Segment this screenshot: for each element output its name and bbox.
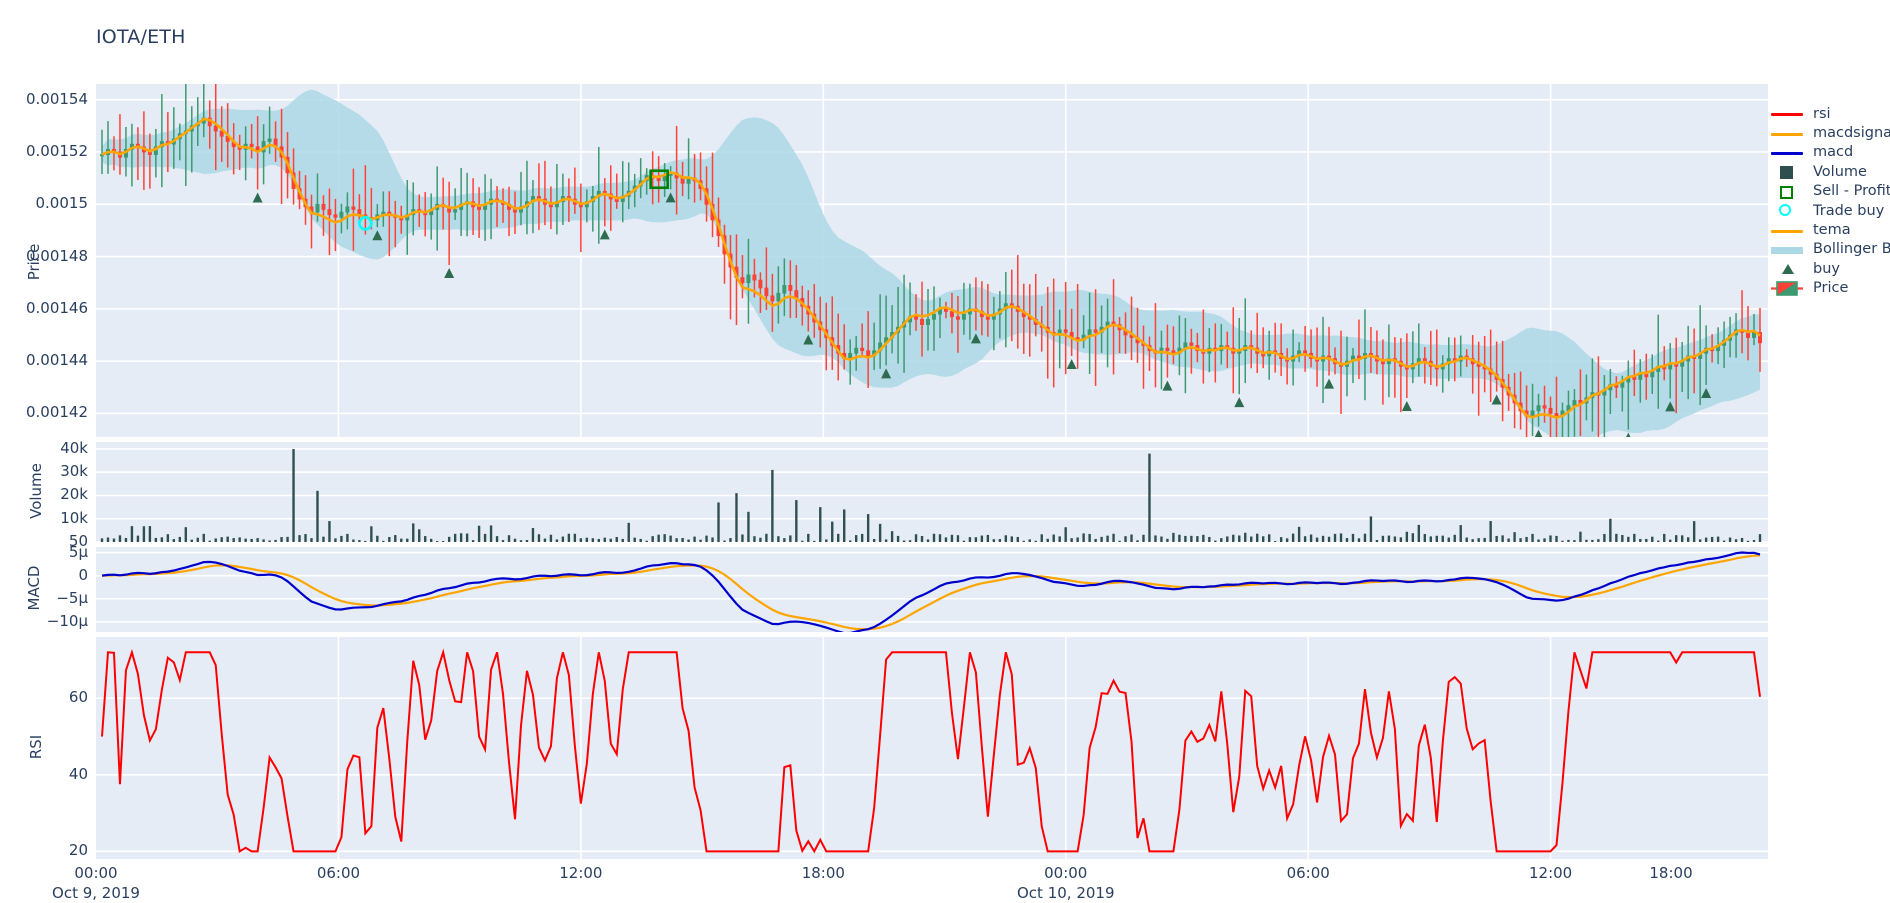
- y-tick-volume: 50: [68, 531, 88, 550]
- x-tick-label: 06:00: [316, 864, 361, 882]
- legend-candle-icon: [1768, 279, 1806, 298]
- y-tick-price: 0.00154: [25, 89, 88, 108]
- rsi-panel: [96, 637, 1768, 859]
- legend-label: Bollinger Band: [1813, 241, 1890, 258]
- legend-line-icon: [1768, 143, 1806, 162]
- y-tick-volume: 40k: [60, 438, 88, 457]
- x-tick-label: 12:00: [1529, 864, 1573, 882]
- legend-item-bollinger-band[interactable]: Bollinger Band: [1768, 240, 1890, 259]
- legend-label: rsi: [1813, 105, 1831, 122]
- legend-item-macd[interactable]: macd: [1768, 143, 1890, 162]
- legend-hollow-square-icon: [1768, 182, 1806, 201]
- y-tick-volume: 10k: [60, 508, 88, 527]
- y-tick-rsi: 20: [68, 841, 88, 860]
- y-tick-volume: 20k: [60, 485, 88, 504]
- x-tick-label: 06:00: [1286, 864, 1330, 882]
- x-tick-label: 18:00: [1649, 864, 1693, 882]
- x-tick-label: 18:00: [801, 864, 845, 882]
- y-tick-volume: 30k: [60, 462, 88, 481]
- legend-item-price[interactable]: Price: [1768, 279, 1890, 298]
- x-axis-date: Oct 10, 2019: [1017, 884, 1115, 902]
- y-tick-macd: −5µ: [56, 588, 88, 607]
- y-tick-price: 0.00146: [25, 298, 88, 317]
- legend-line-icon: [1768, 104, 1806, 123]
- legend-label: Volume: [1813, 163, 1867, 180]
- legend-item-tema[interactable]: tema: [1768, 220, 1890, 239]
- legend-item-macdsignal[interactable]: macdsignal: [1768, 123, 1890, 142]
- y-tick-price: 0.00144: [25, 351, 88, 370]
- legend-label: macd: [1813, 144, 1854, 161]
- legend-line-icon: [1768, 221, 1806, 240]
- legend-circle-icon: [1768, 201, 1806, 220]
- legend-item-trade-buy[interactable]: Trade buy: [1768, 201, 1890, 220]
- legend-item-volume[interactable]: Volume: [1768, 162, 1890, 181]
- y-tick-macd: 0: [78, 565, 88, 584]
- legend-band-icon: [1768, 240, 1806, 259]
- x-tick-label: 12:00: [559, 864, 603, 882]
- y-tick-macd: 5µ: [68, 542, 88, 561]
- x-tick-label: 00:00: [74, 864, 118, 882]
- legend-item-buy[interactable]: buy: [1768, 259, 1890, 278]
- page-title: IOTA/ETH: [96, 26, 186, 48]
- y-tick-macd: −10µ: [46, 611, 88, 630]
- legend-label: buy: [1813, 260, 1840, 277]
- volume-plot: [96, 448, 1768, 542]
- y-tick-rsi: 60: [68, 688, 88, 707]
- legend-label: Sell - Profit: [1813, 183, 1890, 200]
- legend-square-icon: [1768, 162, 1806, 181]
- legend-line-icon: [1768, 124, 1806, 143]
- legend-label: tema: [1813, 222, 1851, 239]
- rsi-plot: [96, 637, 1768, 859]
- y-tick-price: 0.00152: [25, 141, 88, 160]
- legend-label: Price: [1813, 280, 1849, 297]
- legend-label: macdsignal: [1813, 125, 1890, 142]
- legend-item-sell-profit[interactable]: Sell - Profit: [1768, 182, 1890, 201]
- y-tick-rsi: 40: [68, 764, 88, 783]
- x-axis-date: Oct 9, 2019: [52, 884, 140, 902]
- y-tick-price: 0.0015: [35, 194, 89, 213]
- legend-item-rsi[interactable]: rsi: [1768, 104, 1890, 123]
- macd-plot: [96, 551, 1768, 632]
- y-tick-price: 0.00142: [25, 403, 88, 422]
- legend-label: Trade buy: [1813, 202, 1885, 219]
- chart-legend[interactable]: rsi macdsignal macd Volume Sell - Profit Trad…: [1768, 104, 1890, 298]
- legend-triangle-icon: [1768, 259, 1806, 278]
- x-tick-label: 00:00: [1044, 864, 1088, 882]
- volume-panel: [96, 442, 1768, 542]
- y-tick-price: 0.00148: [25, 246, 88, 265]
- price-plot: [96, 84, 1768, 437]
